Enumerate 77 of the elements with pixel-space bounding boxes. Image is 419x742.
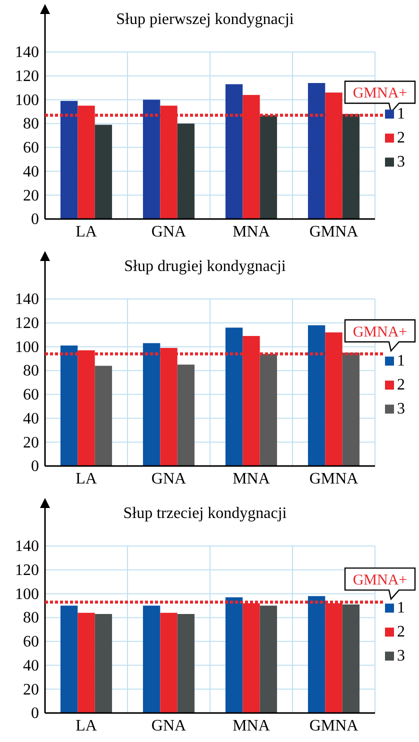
legend-label: 1: [397, 600, 405, 617]
y-tick-label: 20: [23, 187, 39, 204]
legend-label: 3: [397, 400, 405, 418]
x-tick-label: MNA: [232, 223, 270, 240]
y-tick-label: 100: [15, 92, 39, 109]
y-tick-label: 60: [23, 386, 39, 404]
legend-label: 2: [397, 624, 405, 641]
x-tick-label: GNA: [151, 223, 187, 240]
x-tick-label: GMNA: [309, 717, 359, 734]
bar: [60, 346, 78, 466]
bar: [225, 84, 243, 219]
chart-title: Słup trzeciej kondygnacji: [123, 505, 288, 522]
bar: [142, 343, 160, 466]
y-tick-label: 120: [15, 562, 39, 579]
ref-line-label: GMNA+: [352, 572, 408, 589]
y-tick-label: 100: [15, 338, 39, 356]
bar: [342, 604, 360, 713]
ref-line-label: GMNA+: [352, 324, 408, 340]
y-tick-label: 0: [31, 705, 39, 722]
y-tick-label: 20: [23, 681, 39, 698]
x-tick-label: MNA: [232, 470, 270, 488]
bar: [260, 354, 278, 466]
legend-label: 3: [397, 154, 405, 171]
bar: [260, 606, 278, 713]
bar: [225, 597, 243, 713]
ref-line-label: GMNA+: [352, 86, 408, 102]
y-tick-label: 20: [23, 434, 39, 452]
bar: [94, 614, 112, 713]
y-tick-label: 80: [23, 116, 39, 133]
y-tick-label: 100: [15, 586, 39, 603]
y-tick-label: 140: [15, 44, 39, 62]
x-tick-label: GMNA: [309, 470, 359, 488]
legend-label: 1: [397, 352, 405, 370]
chart-title: Słup drugiej kondygnacji: [124, 258, 286, 275]
x-tick-label: GNA: [151, 470, 187, 488]
y-tick-label: 80: [23, 362, 39, 380]
bar: [342, 352, 360, 466]
y-tick-label: 140: [15, 291, 39, 308]
x-tick-label: LA: [76, 470, 98, 488]
y-tick-label: 40: [23, 163, 39, 180]
legend-label: 3: [397, 648, 405, 665]
x-tick-label: MNA: [232, 717, 270, 734]
y-tick-label: 0: [31, 211, 39, 228]
bar: [308, 596, 326, 713]
x-tick-label: LA: [76, 717, 98, 734]
y-tick-label: 40: [23, 410, 39, 428]
bar: [260, 115, 278, 219]
bar: [225, 328, 243, 466]
y-tick-label: 60: [23, 634, 39, 651]
legend-label: 2: [397, 130, 405, 147]
bar: [60, 606, 78, 713]
x-tick-label: LA: [76, 223, 98, 240]
bar: [308, 325, 326, 466]
bar: [142, 606, 160, 713]
bar: [342, 114, 360, 219]
bar: [94, 124, 112, 219]
chart-title: Słup pierwszej kondygnacji: [116, 11, 294, 28]
bar: [94, 366, 112, 466]
y-tick-label: 60: [23, 140, 39, 157]
bar: [160, 612, 178, 713]
y-tick-label: 140: [15, 538, 39, 556]
y-tick-label: 120: [15, 68, 39, 85]
y-tick-label: 0: [31, 458, 39, 476]
x-tick-label: GNA: [151, 717, 187, 734]
bar: [177, 614, 195, 713]
bar: [177, 364, 195, 466]
x-tick-label: GMNA: [309, 223, 359, 240]
y-tick-label: 80: [23, 610, 39, 627]
bar: [142, 100, 160, 219]
y-tick-label: 120: [15, 314, 39, 332]
bar: [308, 83, 326, 219]
legend-label: 1: [397, 106, 405, 123]
bar: [177, 124, 195, 219]
y-tick-label: 40: [23, 657, 39, 674]
legend-label: 2: [397, 376, 405, 394]
bar: [78, 612, 95, 713]
bar: [60, 100, 78, 219]
